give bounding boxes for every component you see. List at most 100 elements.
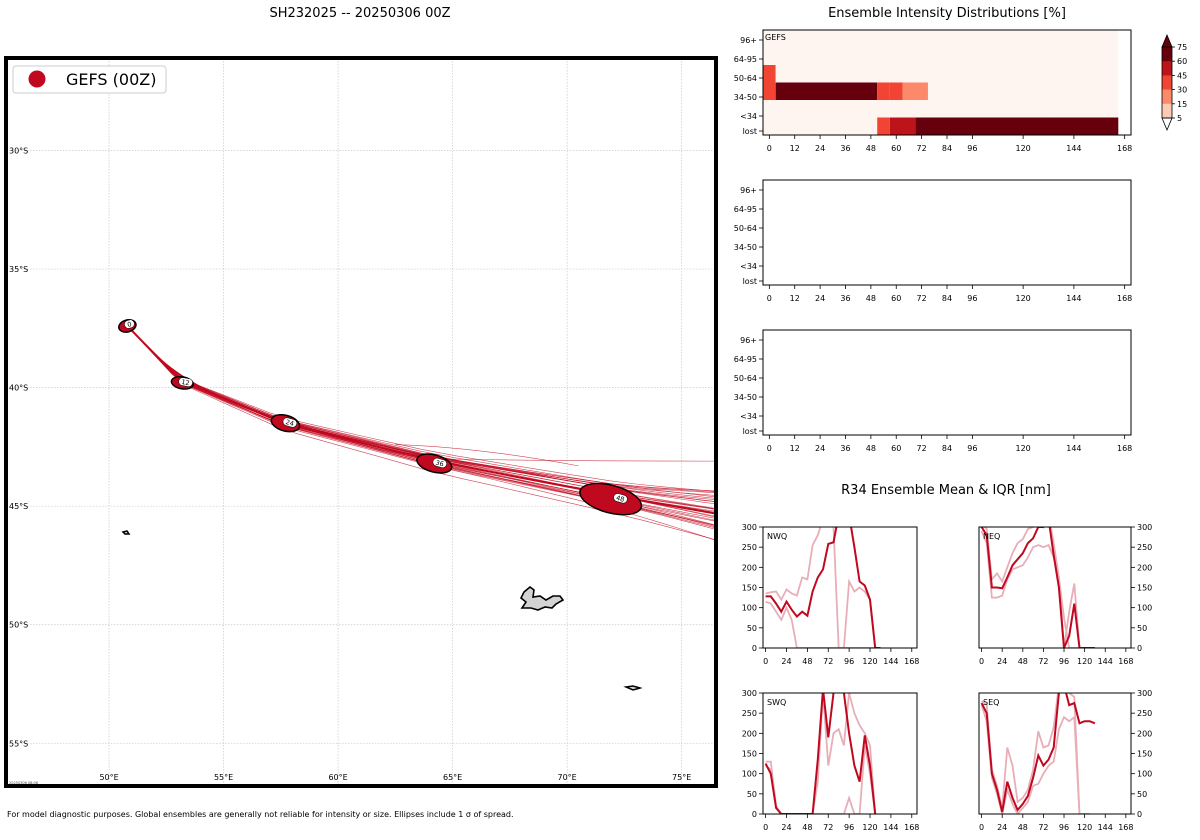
heatmap-xtick-label: 60 <box>891 294 901 303</box>
r34-q1-line <box>765 600 881 648</box>
heatmap-panel-label: GEFS <box>765 33 786 42</box>
heatmap-xtick-label: 48 <box>866 294 876 303</box>
r34-xtick-label: 48 <box>1018 823 1028 832</box>
heatmap-xtick-label: 72 <box>917 294 927 303</box>
track-map: 0 12 24 36 48 50°E 55°E 60°E 65°E 70°E 75°E 30°S 35… <box>4 56 718 788</box>
heatmap-cell <box>826 100 878 118</box>
r34-mean-line <box>765 527 881 648</box>
heatmap-xtick-label: 144 <box>1066 294 1081 303</box>
heatmap-xtick-label: 96 <box>967 294 977 303</box>
colorbar-frame <box>1161 46 1173 119</box>
heatmap-cell <box>763 117 878 136</box>
heatmap-cell <box>1105 100 1119 118</box>
heatmap-xtick-label: 12 <box>790 294 800 303</box>
colorbar-segment <box>1162 75 1172 90</box>
heatmap-cell <box>889 117 916 136</box>
r34-title: R34 Ensemble Mean & IQR [nm] <box>841 483 1051 498</box>
r34-xtick-label: 120 <box>1077 657 1092 666</box>
ensemble-member-track <box>395 444 579 467</box>
map-background <box>6 58 716 786</box>
heatmap-cell <box>927 82 1005 101</box>
heatmap-xtick-label: 84 <box>942 294 952 303</box>
colorbar-tick-label: 75 <box>1177 43 1187 52</box>
ellipse-label-box <box>282 417 298 428</box>
r34-ytick-label: 100 <box>742 770 757 779</box>
r34-xtick-label: 168 <box>1118 657 1133 666</box>
r34-q1-line <box>980 530 1095 648</box>
heatmap-xtick-label: 48 <box>866 144 876 153</box>
ellipse-hour-label: 36 <box>435 458 445 468</box>
heatmap-cell <box>902 82 928 101</box>
ellipse-hour-label: 48 <box>615 494 625 504</box>
r34-ytick-label: 150 <box>1137 750 1152 759</box>
lat-tick-label: 50°S <box>9 621 28 630</box>
r34-q3-line <box>765 527 881 648</box>
r34-ytick-label: 150 <box>742 750 757 759</box>
ensemble-member-track <box>127 325 716 541</box>
heatmap-cell <box>1016 82 1030 101</box>
ellipse-label-box <box>124 319 135 329</box>
r34-xtick-label: 120 <box>862 823 877 832</box>
lon-tick-label: 50°E <box>99 773 118 782</box>
r34-plot-area <box>765 527 881 648</box>
heatmap-cell <box>877 100 1055 118</box>
colorbar-segment <box>1162 61 1172 76</box>
heatmap-cell <box>889 82 903 101</box>
lat-tick-label: 55°S <box>9 739 28 748</box>
legend-label: GEFS (00Z) <box>66 70 156 89</box>
ellipse-label-box <box>432 457 447 468</box>
heatmap-ytick-label: 34-50 <box>734 243 757 252</box>
r34-xtick-label: 144 <box>883 823 898 832</box>
heatmap-ytick-label: lost <box>743 277 757 286</box>
colorbar-tick-label: 15 <box>1177 100 1187 109</box>
colorbar-tick-label: 60 <box>1177 57 1187 66</box>
r34-xtick-label: 72 <box>823 657 833 666</box>
r34-ytick-label: 0 <box>1137 644 1142 653</box>
lon-tick-label: 75°E <box>672 773 691 782</box>
heatmap-xtick-label: 72 <box>917 144 927 153</box>
r34-mean-line <box>764 693 877 814</box>
heatmap-ytick-label: lost <box>743 427 757 436</box>
r34-quadrant-label: NEQ <box>983 532 1000 541</box>
heatmap-ytick-label: 64-95 <box>734 55 757 64</box>
lat-tick-label: 45°S <box>9 502 28 511</box>
heatmap-xtick-label: 96 <box>967 144 977 153</box>
intensity-heatmap-empty-1: 96+ 64-95 50-64 34-50 <34 lost 0 12 24 36 48 60 72 84… <box>734 179 1132 303</box>
heatmap-xtick-label: 144 <box>1066 144 1081 153</box>
heatmap-cell <box>763 82 776 101</box>
heatmap-xtick-label: 168 <box>1117 444 1132 453</box>
heatmap-xtick-label: 144 <box>1066 444 1081 453</box>
island-crozet <box>121 530 131 535</box>
r34-xtick-label: 120 <box>1077 823 1092 832</box>
island-kerguelen <box>519 585 565 611</box>
r34-xtick-label: 96 <box>1059 657 1069 666</box>
r34-panel-swq: 0 24 48 72 96 120 144 168 0 50 100 150 200 250 300 SWQ <box>742 689 920 832</box>
heatmap-xtick-label: 24 <box>815 444 825 453</box>
heatmap-xtick-label: 24 <box>815 144 825 153</box>
r34-xtick-label: 24 <box>781 657 791 666</box>
r34-ytick-label: 250 <box>742 709 757 718</box>
heatmap-cell <box>763 30 1119 48</box>
heatmap-xtick-label: 48 <box>866 444 876 453</box>
heatmap-cell <box>877 117 890 136</box>
heatmap-xtick-label: 168 <box>1117 144 1132 153</box>
heatmap-ytick-label: 96+ <box>740 186 757 195</box>
ellipse-label-box <box>178 377 193 387</box>
heatmap-xtick-label: 0 <box>767 294 772 303</box>
heatmap-ytick-label: 96+ <box>740 336 757 345</box>
r34-ytick-label: 100 <box>1137 770 1152 779</box>
r34-xtick-label: 72 <box>1038 823 1048 832</box>
r34-xtick-label: 24 <box>997 657 1007 666</box>
heatmap-cell <box>915 117 1119 136</box>
ellipse-hour-label: 0 <box>126 320 132 329</box>
r34-xtick-label: 24 <box>997 823 1007 832</box>
mean-track-line <box>126 325 716 515</box>
ellipse-label-box <box>613 493 628 504</box>
footer-note: For model diagnostic purposes. Global en… <box>7 810 514 819</box>
heatmap-xtick-label: 96 <box>967 444 977 453</box>
heatmap-cell <box>775 65 1119 83</box>
r34-xtick-label: 144 <box>1098 657 1113 666</box>
colorbar-tick-label: 30 <box>1177 86 1187 95</box>
r34-ytick-label: 300 <box>742 523 757 532</box>
